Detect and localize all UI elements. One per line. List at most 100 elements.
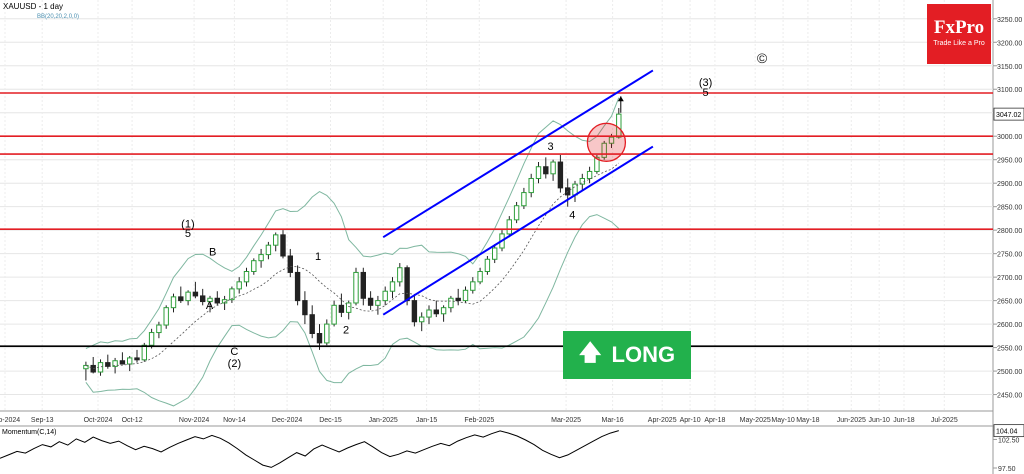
candle-body xyxy=(251,260,257,272)
candle-body xyxy=(178,296,184,302)
candle-body xyxy=(309,314,315,334)
candle xyxy=(185,290,191,306)
date-tick-label: Apr-2025 xyxy=(648,417,677,424)
candle xyxy=(302,291,308,325)
price-tick-label: 3200.00 xyxy=(997,40,1022,47)
wave-label: 5 xyxy=(703,87,709,99)
candle xyxy=(192,281,199,299)
momentum-value-label: 104.04 xyxy=(996,429,1018,436)
candle-body xyxy=(302,300,308,316)
candle-body xyxy=(163,307,169,326)
candle xyxy=(294,265,301,306)
date-tick-label: Dec-15 xyxy=(319,417,342,424)
copyright-mark: © xyxy=(757,50,768,66)
candle-body xyxy=(608,136,615,144)
candle xyxy=(280,230,286,259)
date-tick-label: May-2025 xyxy=(740,417,771,424)
momentum-value-tag xyxy=(993,424,1024,438)
candle xyxy=(251,258,257,275)
candle xyxy=(353,267,359,306)
candle-body xyxy=(141,344,148,361)
candle xyxy=(148,328,155,349)
candle-body xyxy=(484,258,491,272)
logo-brand: FxPro xyxy=(933,17,985,38)
date-tick-label: Mar-2025 xyxy=(551,417,581,424)
candle-body xyxy=(477,270,483,283)
candle-body xyxy=(200,295,206,303)
date-tick-label: Jan-2025 xyxy=(369,417,398,424)
bollinger-lower-band xyxy=(85,214,620,407)
candle xyxy=(513,201,520,224)
wave-label: 2 xyxy=(343,324,349,336)
candle-body xyxy=(156,324,162,334)
candle xyxy=(156,321,162,339)
candle-body xyxy=(411,300,418,323)
candle xyxy=(258,248,264,268)
candle-body xyxy=(550,161,556,175)
candle-body xyxy=(148,332,155,346)
symbol-title: XAUUSD - 1 day xyxy=(3,2,63,11)
candle-body xyxy=(338,304,345,313)
momentum-line xyxy=(0,430,619,468)
candle xyxy=(229,286,235,303)
candle xyxy=(521,187,527,210)
candle-body xyxy=(397,267,403,283)
candle xyxy=(440,305,447,322)
candle-body xyxy=(316,332,323,344)
candle xyxy=(360,267,367,306)
candle xyxy=(528,173,534,198)
candle xyxy=(397,263,403,287)
date-tick-label: May-10 xyxy=(771,417,794,424)
candle-body xyxy=(367,297,374,306)
candle xyxy=(557,155,564,193)
date-tick-label: Oct-12 xyxy=(122,417,143,424)
candle xyxy=(433,300,440,318)
candle-body xyxy=(105,362,111,367)
channel-upper-line xyxy=(382,69,654,239)
candle xyxy=(287,248,294,278)
candle xyxy=(214,291,221,306)
long-label: LONG xyxy=(611,342,676,367)
candle-body xyxy=(375,300,381,306)
price-tick-label: 2700.00 xyxy=(997,275,1022,282)
wave-label: 1 xyxy=(315,251,321,263)
candle-body xyxy=(455,297,461,302)
wave-label: (3) xyxy=(699,77,712,89)
candle-body xyxy=(294,271,301,302)
date-tick-label: May-18 xyxy=(796,417,819,424)
candle-body xyxy=(492,247,498,260)
date-tick-label: Jul-2025 xyxy=(931,417,958,424)
candle-body xyxy=(134,357,140,361)
projection-arrow-head xyxy=(617,96,624,102)
price-tick-label: 2850.00 xyxy=(997,205,1022,212)
candle xyxy=(236,277,242,294)
channel-lower-line xyxy=(382,145,654,316)
candle xyxy=(462,286,469,303)
price-tick-label: 3250.00 xyxy=(997,17,1022,24)
candle xyxy=(221,295,228,311)
date-tick-label: Jun-18 xyxy=(893,417,915,424)
candle-body xyxy=(170,296,177,309)
candle xyxy=(419,312,425,332)
candle-body xyxy=(258,254,264,262)
candle xyxy=(586,166,593,184)
candle-body xyxy=(265,244,272,256)
candle-body xyxy=(192,291,199,297)
candle-body xyxy=(331,304,337,325)
price-tick-label: 2500.00 xyxy=(997,369,1022,376)
wave-label: 4 xyxy=(569,209,575,221)
wave-label: A xyxy=(206,300,214,312)
candle-body xyxy=(346,302,352,313)
candle xyxy=(367,291,374,311)
candle-body xyxy=(470,281,476,291)
wave-label: 5 xyxy=(185,228,191,240)
last-price-tag xyxy=(993,107,1024,121)
price-tick-label: 2450.00 xyxy=(997,393,1022,400)
candle xyxy=(178,286,184,303)
candle xyxy=(543,157,549,179)
price-tick-label: 2600.00 xyxy=(997,322,1022,329)
wave-label: (1) xyxy=(181,218,194,230)
candle-body xyxy=(557,161,564,189)
candle-body xyxy=(185,291,191,302)
